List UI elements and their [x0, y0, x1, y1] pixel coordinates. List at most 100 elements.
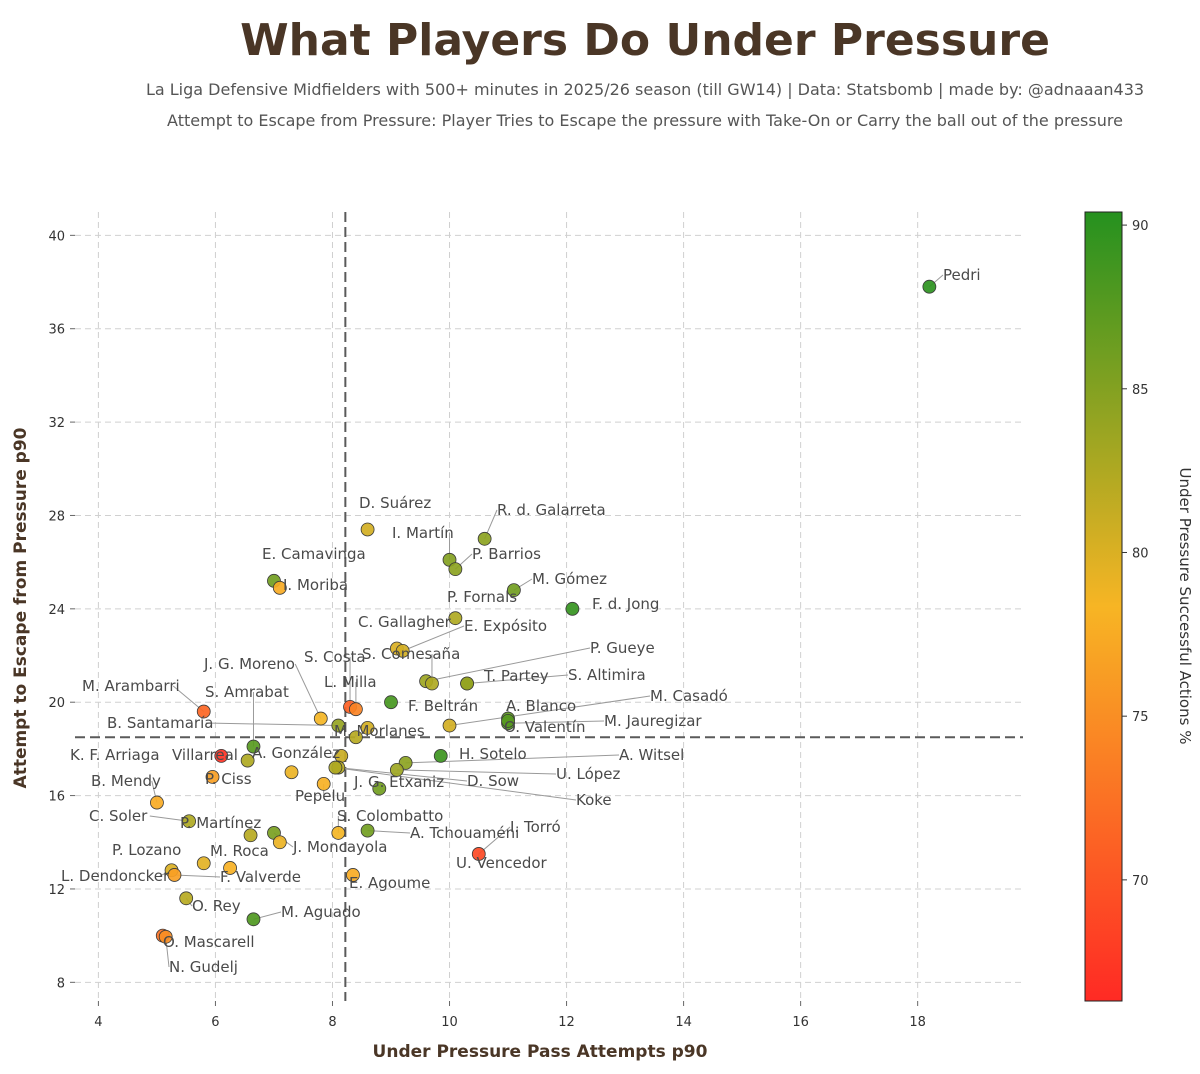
leader-line	[335, 767, 577, 801]
point-label: O. Rey	[192, 897, 241, 915]
point-label: H. Sotelo	[459, 745, 527, 763]
y-tick-label: 20	[48, 696, 65, 711]
point-label: A. González	[252, 744, 340, 762]
point-label: M. Morlanes	[334, 722, 425, 740]
scatter-point	[243, 828, 258, 843]
y-tick-label: 40	[48, 229, 65, 244]
point-label: B. Mendy	[91, 772, 161, 790]
scatter-point	[460, 676, 474, 691]
point-label: P. Martínez	[180, 814, 261, 832]
grid-lines	[75, 212, 1023, 1001]
leader-line	[467, 674, 569, 685]
x-tick-label: 18	[909, 1015, 926, 1030]
scatter-point	[448, 611, 463, 626]
point-label: S. Colombatto	[337, 807, 443, 825]
leader-line	[449, 695, 651, 727]
colorbar-tick-label: 70	[1132, 874, 1149, 889]
point-label: A. Tchouaméni	[410, 824, 519, 842]
point-label: P. Fornals	[447, 588, 517, 606]
leader-lines	[149, 274, 944, 968]
y-axis-ticks: 8 12 16 20 24 28 32 36 40	[48, 229, 75, 991]
y-axis-label: Attempt to Escape from Pressure p90	[11, 427, 31, 788]
point-label: Koke	[576, 791, 612, 809]
point-label: R. d. Galarreta	[497, 501, 606, 519]
point-label: U. López	[556, 765, 621, 783]
scatter-point	[331, 826, 346, 840]
y-tick-label: 36	[48, 323, 65, 338]
leader-line	[338, 767, 468, 782]
x-axis-ticks: 4 6 8 10 12 14 16 18	[94, 1001, 926, 1030]
scatter-point	[272, 580, 287, 595]
point-label: F. d. Jong	[592, 595, 659, 613]
scatter-point	[477, 531, 492, 546]
point-label: S. Altimira	[568, 666, 646, 684]
point-label: L. Milla	[324, 673, 377, 691]
point-label: J. G. Etxaniz	[353, 773, 444, 791]
point-label: O. Valentín	[504, 718, 585, 736]
point-label: A. Witsel	[619, 746, 684, 764]
scatter-point	[223, 861, 237, 875]
scatter-point	[471, 847, 486, 861]
scatter-point	[196, 856, 211, 871]
point-label: B. Santamaría	[107, 714, 213, 732]
leader-line	[508, 720, 605, 724]
x-axis-label: Under Pressure Pass Attempts p90	[373, 1042, 708, 1062]
scatter-point	[360, 720, 375, 735]
scatter-point	[158, 929, 173, 944]
point-label: M. Casadó	[650, 687, 728, 705]
point-label: P. Barrios	[472, 545, 541, 563]
point-label: F. Valverde	[220, 868, 301, 886]
x-tick-label: 10	[441, 1015, 458, 1030]
scatter-point	[360, 823, 375, 838]
point-label: P. Lozano	[112, 841, 181, 859]
scatter-point	[167, 868, 182, 882]
scatter-point	[272, 835, 287, 850]
y-tick-label: 32	[48, 416, 65, 431]
y-tick-label: 8	[57, 976, 65, 991]
point-label: I. Moriba	[283, 576, 348, 594]
point-label: Villarreal	[172, 746, 238, 764]
leader-line	[294, 663, 322, 719]
scatter-point	[214, 748, 229, 763]
scatter-point	[922, 279, 937, 294]
leader-line	[396, 769, 557, 775]
y-tick-label: 16	[48, 790, 65, 805]
point-label: I. Martín	[392, 524, 454, 542]
point-labels: Pedri D. Suárez R. d. Galarreta I. Martín P.…	[61, 266, 981, 976]
x-tick-label: 6	[211, 1015, 219, 1030]
colorbar-ticks: 70 75 80 85 90	[1122, 219, 1149, 889]
x-tick-label: 14	[675, 1015, 692, 1030]
point-label: A. Blanco	[506, 697, 576, 715]
scatter-point	[395, 643, 410, 658]
scatter-point	[240, 753, 255, 768]
scatter-point	[425, 676, 439, 691]
point-label: M. Roca	[210, 842, 269, 860]
scatter-point	[360, 522, 375, 537]
scatter-point	[313, 711, 328, 726]
scatter-point	[284, 765, 299, 780]
colorbar-tick-label: 80	[1132, 546, 1149, 561]
y-tick-label: 12	[48, 883, 65, 898]
point-label: S. Costa	[304, 648, 366, 666]
point-label: C. Gallagher	[358, 613, 452, 631]
point-label: E. Camavinga	[262, 545, 366, 563]
point-label: M. Jauregizar	[604, 712, 702, 730]
scatter-point	[346, 868, 360, 882]
point-label: M. Arambarri	[82, 677, 180, 695]
point-label: Pepelu	[295, 787, 345, 805]
point-label: D. Sow	[467, 772, 519, 790]
leader-line	[205, 722, 339, 727]
point-label: L. Dendoncker	[61, 867, 170, 885]
scatter-point	[246, 912, 261, 927]
point-label: D. Suárez	[359, 494, 431, 512]
point-label: P. Gueye	[590, 639, 655, 657]
scatter-point	[433, 748, 448, 763]
point-label: S. Amrabat	[205, 683, 289, 701]
point-label: Pedri	[943, 266, 981, 284]
point-label: E. Expósito	[464, 617, 547, 635]
scatter-point	[372, 781, 387, 796]
x-tick-label: 4	[94, 1015, 102, 1030]
point-label: O. Mascarell	[163, 933, 255, 951]
y-tick-label: 28	[48, 509, 65, 524]
